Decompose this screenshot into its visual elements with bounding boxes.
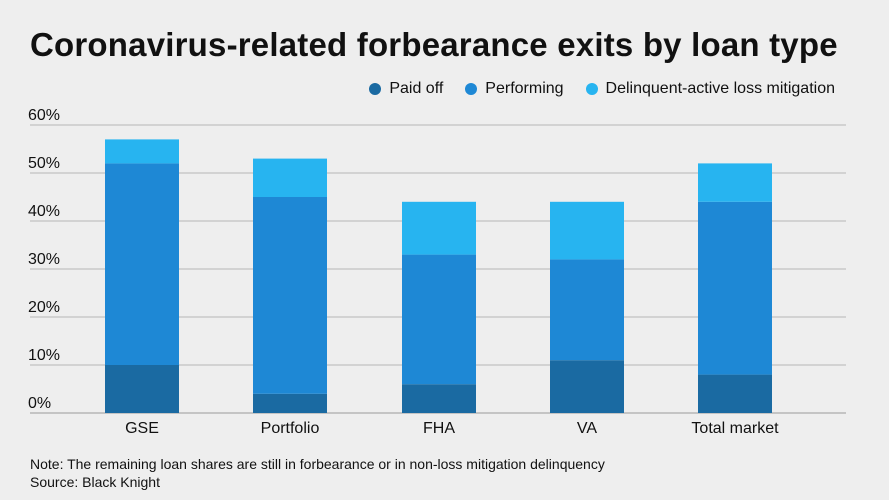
legend-dot-delinquent (585, 83, 598, 95)
y-tick-label-40: 40% (28, 203, 60, 220)
bar-total-market-paid-off (698, 374, 772, 413)
chart-title: Coronavirus-related forbearance exits by… (30, 26, 838, 63)
y-tick-label-10: 10% (28, 347, 60, 364)
bar-total-market-delinquent-active-loss-mitigation (698, 163, 772, 202)
bar-portfolio-paid-off (253, 393, 327, 413)
legend-item-delinquent: Delinquent-active loss mitigation (585, 80, 835, 98)
legend-label-paid-off: Paid off (389, 80, 444, 97)
x-tick-label-total-market: Total market (691, 420, 779, 437)
footnote: Note: The remaining loan shares are stil… (30, 456, 605, 472)
bar-portfolio-delinquent-active-loss-mitigation (253, 158, 327, 197)
legend-label-performing: Performing (485, 80, 564, 97)
bar-va-paid-off (550, 360, 624, 413)
bar-fha-paid-off (402, 384, 476, 413)
x-tick-label-gse: GSE (125, 420, 159, 437)
bar-gse-delinquent-active-loss-mitigation (105, 139, 179, 164)
bar-va-performing (550, 259, 624, 361)
legend-item-performing: Performing (465, 80, 564, 98)
legend-item-paid-off: Paid off (369, 80, 443, 98)
bar-va-delinquent-active-loss-mitigation (550, 201, 624, 260)
footer: Note: The remaining loan shares are stil… (30, 455, 605, 491)
y-tick-label-30: 30% (28, 251, 60, 268)
legend: Paid off Performing Delinquent-active lo… (369, 80, 835, 98)
y-tick-label-50: 50% (28, 155, 60, 172)
bar-portfolio-performing (253, 197, 327, 394)
y-tick-label-20: 20% (28, 299, 60, 316)
legend-label-delinquent: Delinquent-active loss mitigation (605, 80, 835, 97)
bar-gse-paid-off (105, 365, 179, 413)
bar-fha-performing (402, 254, 476, 385)
x-tick-label-portfolio: Portfolio (261, 420, 320, 437)
x-tick-label-va: VA (577, 420, 597, 437)
bar-total-market-performing (698, 201, 772, 375)
bar-fha-delinquent-active-loss-mitigation (402, 201, 476, 255)
bar-gse-performing (105, 163, 179, 365)
y-tick-label-0: 0% (28, 395, 51, 412)
y-tick-label-60: 60% (28, 107, 60, 124)
source-line: Source: Black Knight (30, 474, 160, 490)
legend-dot-performing (465, 83, 478, 95)
legend-dot-paid-off (369, 83, 382, 95)
x-tick-label-fha: FHA (423, 420, 455, 437)
